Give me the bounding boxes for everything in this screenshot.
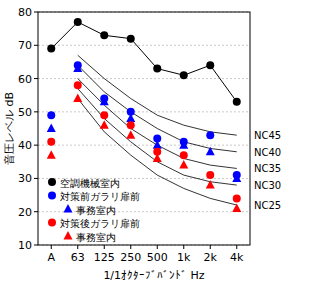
x-tick (77, 245, 78, 249)
y-tick (34, 178, 38, 179)
data-point (127, 35, 135, 43)
nc-curve (78, 65, 237, 152)
data-point (232, 203, 241, 212)
y-tick (34, 12, 38, 13)
data-point (153, 140, 162, 149)
data-point (74, 81, 82, 89)
chart: 10 20 30 40 50 60 70 80 A 63 125 250 500 1k 2k 4k 1/1ｵｸﾀ… (0, 0, 320, 290)
data-point (74, 18, 82, 26)
x-tick-label: A (47, 251, 55, 264)
data-point (73, 64, 82, 73)
data-point (233, 98, 241, 106)
x-tick (183, 245, 184, 249)
legend-marker (48, 192, 56, 200)
curve-label: NC35 (254, 163, 281, 174)
y-tick (34, 211, 38, 212)
plot-frame (38, 12, 250, 245)
y-tick (34, 245, 38, 246)
x-tick-label: 500 (147, 251, 168, 264)
legend: 空調機械室内対策前ガラリ扉前事務室内対策後ガラリ扉前事務室内 (48, 178, 140, 243)
data-point (126, 130, 135, 139)
legend-marker (48, 219, 56, 227)
nc-curve (78, 55, 237, 135)
nc-curve (78, 99, 237, 206)
data-point (47, 45, 55, 53)
data-point (100, 97, 109, 106)
data-point (206, 147, 215, 156)
data-point (47, 138, 55, 146)
y-tick-label: 50 (18, 106, 32, 119)
data-area (47, 18, 242, 212)
legend-label: 空調機械室内 (60, 178, 120, 189)
x-tick (157, 245, 158, 249)
curve-label: NC45 (254, 130, 281, 141)
y-tick (34, 45, 38, 46)
x-tick (236, 245, 237, 249)
data-point (206, 131, 214, 139)
data-point (180, 71, 188, 79)
x-tick (210, 245, 211, 249)
y-tick (34, 145, 38, 146)
x-tick (130, 245, 131, 249)
grid-line (38, 111, 250, 112)
grid-line (38, 45, 250, 46)
data-point (73, 94, 82, 103)
legend-marker (48, 178, 56, 186)
x-axis-label: 1/1ｵｸﾀｰﾌﾞﾊﾞﾝﾄﾞ Hz (103, 269, 204, 282)
y-tick-label: 30 (18, 172, 32, 185)
data-point (47, 124, 56, 133)
data-point (47, 150, 56, 159)
x-tick (51, 245, 52, 249)
x-tick-label: 1k (177, 251, 191, 264)
data-point (100, 31, 108, 39)
y-tick (34, 78, 38, 79)
data-point (206, 171, 214, 179)
data-point (179, 160, 188, 169)
curve-label: NC25 (254, 200, 281, 211)
y-tick-label: 60 (18, 73, 32, 86)
data-point (206, 61, 214, 69)
x-tick-label: 250 (120, 251, 141, 264)
legend-label: 事務室内 (76, 205, 116, 216)
data-point (233, 194, 241, 202)
legend-label: 対策前ガラリ扉前 (60, 191, 140, 202)
grid-line (38, 145, 250, 146)
data-point (206, 180, 215, 189)
data-point (153, 153, 162, 162)
y-tick-label: 40 (18, 139, 32, 152)
data-point (100, 120, 109, 129)
x-tick-label: 2k (204, 251, 218, 264)
x-tick (104, 245, 105, 249)
legend-label: 事務室内 (76, 232, 116, 243)
y-tick-label: 20 (18, 206, 32, 219)
x-tick-label: 4k (230, 251, 244, 264)
data-point (127, 121, 135, 129)
data-point (232, 173, 241, 182)
y-tick-label: 80 (18, 6, 32, 19)
y-tick-label: 10 (18, 239, 32, 252)
data-point (100, 111, 108, 119)
curve-label: NC40 (254, 147, 281, 158)
x-tick-label: 125 (94, 251, 115, 264)
data-point (126, 114, 135, 123)
y-tick-label: 70 (18, 39, 32, 52)
legend-marker (64, 204, 73, 213)
legend-marker (64, 231, 73, 240)
data-point (180, 151, 188, 159)
data-point (47, 111, 55, 119)
y-tick (34, 111, 38, 112)
nc-curve (78, 89, 237, 186)
curve-label: NC30 (254, 180, 281, 191)
grid-line (38, 78, 250, 79)
data-point (179, 140, 188, 149)
data-point (153, 65, 161, 73)
legend-label: 対策後ガラリ扉前 (60, 218, 140, 229)
y-axis-label: 音圧レベル dB (3, 92, 16, 165)
x-tick-label: 63 (71, 251, 85, 264)
nc-curve (78, 79, 237, 169)
